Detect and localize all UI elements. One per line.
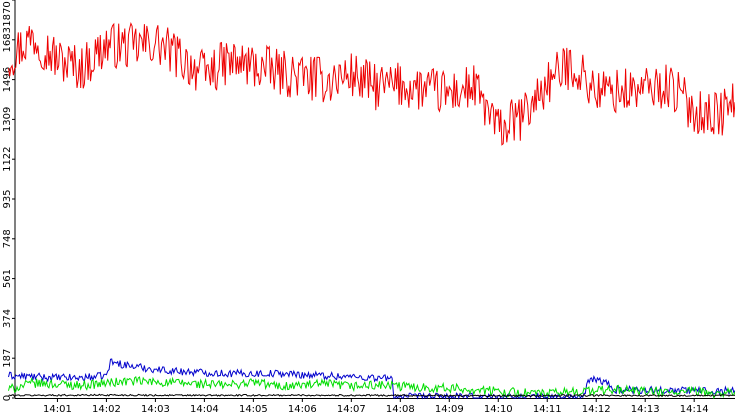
x-tick-label: 14:06 [288, 404, 317, 415]
x-tick-label: 14:02 [92, 404, 121, 415]
y-tick-label: 561 [2, 269, 13, 288]
plot-area [8, 22, 735, 400]
x-axis: 14:01 14:02 14:03 14:04 14:05 14:06 14:07 14:08… [15, 398, 735, 415]
y-tick-label: 1122 [2, 146, 13, 171]
y-tick-label: 0 [2, 395, 13, 401]
x-tick-label: 14:05 [239, 404, 268, 415]
x-tick-label: 14:12 [582, 404, 611, 415]
x-tick-label: 14:13 [631, 404, 660, 415]
y-tick-label: 1496 [2, 67, 13, 92]
y-tick-label: 748 [2, 229, 13, 248]
x-tick-label: 14:01 [43, 404, 72, 415]
series-line-3 [8, 393, 735, 398]
x-tick-label: 14:08 [386, 404, 415, 415]
x-tick-label: 14:07 [337, 404, 366, 415]
x-tick-label: 14:14 [680, 404, 709, 415]
series-line-1 [8, 358, 735, 400]
y-tick-label: 1683 [2, 27, 13, 52]
y-tick-label: 1870 [2, 1, 13, 26]
x-tick-label: 14:09 [435, 404, 464, 415]
y-tick-label: 374 [2, 309, 13, 328]
y-tick-label: 1309 [2, 107, 13, 132]
x-tick-label: 14:04 [190, 404, 219, 415]
x-tick-label: 14:10 [484, 404, 513, 415]
series-line-2 [8, 376, 735, 400]
y-tick-label: 935 [2, 189, 13, 208]
x-tick-label: 14:03 [141, 404, 170, 415]
y-tick-label: 187 [2, 349, 13, 368]
series-line-0 [8, 22, 735, 146]
x-tick-label: 14:11 [533, 404, 562, 415]
